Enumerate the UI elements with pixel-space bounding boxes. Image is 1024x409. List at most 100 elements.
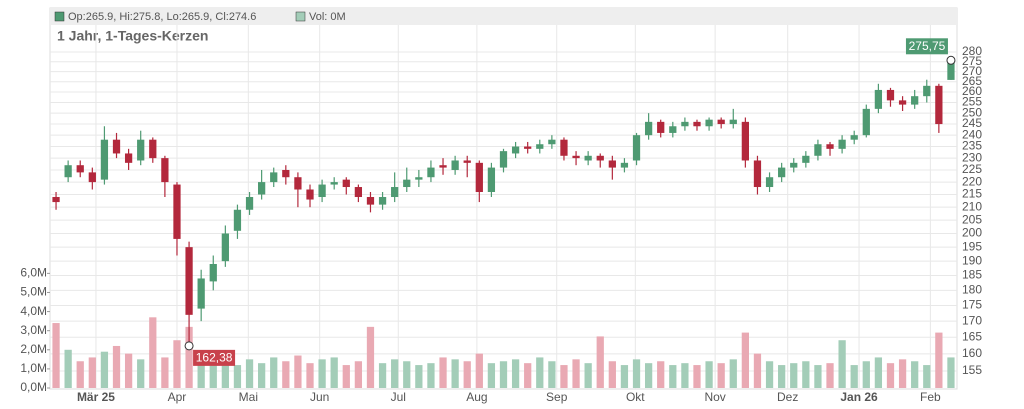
volume-bar [874,357,883,388]
x-tick-label: Aug [466,390,487,404]
y-tick-label: 195 [962,239,982,253]
volume-bar [753,353,762,388]
annotation-label: 275,75 [909,39,946,53]
candle-body [270,172,278,183]
volume-bar [173,340,181,388]
y-tick-label: 235 [962,139,982,153]
y-tick-label: 280 [962,44,982,58]
candle-body [64,165,72,178]
candle-body [560,139,568,156]
volume-bar [149,317,157,388]
legend-swatch [54,11,65,22]
y-tick-label: 275 [962,54,982,68]
y2-tick-label: 2,0M [20,342,47,356]
candle-body [427,167,435,178]
candle-body [511,146,520,154]
candle-body [911,96,919,105]
candle-body [52,197,60,203]
candle-body [584,155,592,161]
x-tick-label: Nov [704,390,725,404]
y-tick-label: 205 [962,212,982,226]
y-tick-label: 220 [962,174,982,188]
candle-body [318,184,326,198]
y-tick-label: 210 [962,199,982,213]
candle-body [391,187,399,198]
volume-bar [463,361,471,388]
volume-bar [100,351,109,388]
candle-body [705,119,713,127]
volume-bar [354,361,363,388]
candle-body [149,139,157,159]
candle-body [173,184,181,239]
volume-bar [669,365,677,388]
volume-bar [717,363,725,388]
x-tick-label: Mai [239,390,258,404]
volume-bar [898,359,907,388]
candle-body [536,144,544,149]
candle-body [608,160,616,168]
volume-bar [475,353,483,388]
candle-body [717,119,725,125]
y2-tick-label: 3,0M [20,323,47,337]
y-tick-label: 165 [962,329,982,343]
candle-body [753,160,762,188]
candle-body [947,62,955,80]
candle-body [306,189,314,200]
volume-bar [342,365,350,388]
candle-body [366,197,375,205]
volume-bar [826,363,834,388]
volume-bar [862,361,870,388]
y2-tick-label: 4,0M [20,304,47,318]
volume-bar [778,365,786,388]
y-tick-label: 240 [962,127,982,141]
volume-bar [923,365,931,388]
candle-body [790,162,798,168]
legend-ohlc: Op:265.9, Hi:275.8, Lo:265.9, Cl:274.6 [68,11,256,23]
chart-subtitle: 1 Jahr, 1-Tages-Kerzen [57,28,208,44]
volume-bar [681,363,689,388]
volume-bar [197,351,205,388]
candle-body [874,89,883,109]
volume-bar [741,332,749,388]
candle-body [923,85,931,97]
x-tick-label: Apr [168,390,187,404]
volume-bar [245,359,254,388]
volume-bar [378,363,387,388]
y-tick-label: 185 [962,268,982,282]
y-tick-label: 215 [962,187,982,201]
y-tick-label: 250 [962,105,982,119]
volume-bar [52,323,60,388]
x-tick-label: Okt [626,390,645,404]
volume-bar [608,361,616,388]
candle-body [100,139,109,180]
candle-body [596,155,604,161]
volume-bar [451,359,459,388]
candle-body [439,165,447,168]
candle-body [415,177,423,180]
volume-bar [790,363,798,388]
candle-body [354,187,363,198]
volume-bar [403,361,411,388]
y-tick-label: 175 [962,298,982,312]
candle-body [935,85,943,125]
candle-body [632,135,641,161]
candle-body [778,167,786,178]
y-tick-label: 155 [962,363,982,377]
y-tick-label: 255 [962,95,982,109]
candle-body [76,165,84,173]
candle-body [729,119,737,125]
volume-bar [294,355,302,388]
candle-body [802,155,810,163]
annotation-box [193,349,236,366]
volume-bar [487,363,496,388]
volume-bar [88,357,96,388]
volume-bar [318,359,326,388]
y-tick-label: 225 [962,162,982,176]
volume-bar [112,345,121,388]
candle-body [258,182,266,195]
volume-bar [439,357,447,388]
candle-body [644,121,653,136]
candle-body [898,100,907,105]
y2-tick-label: 0,0M [20,380,47,394]
